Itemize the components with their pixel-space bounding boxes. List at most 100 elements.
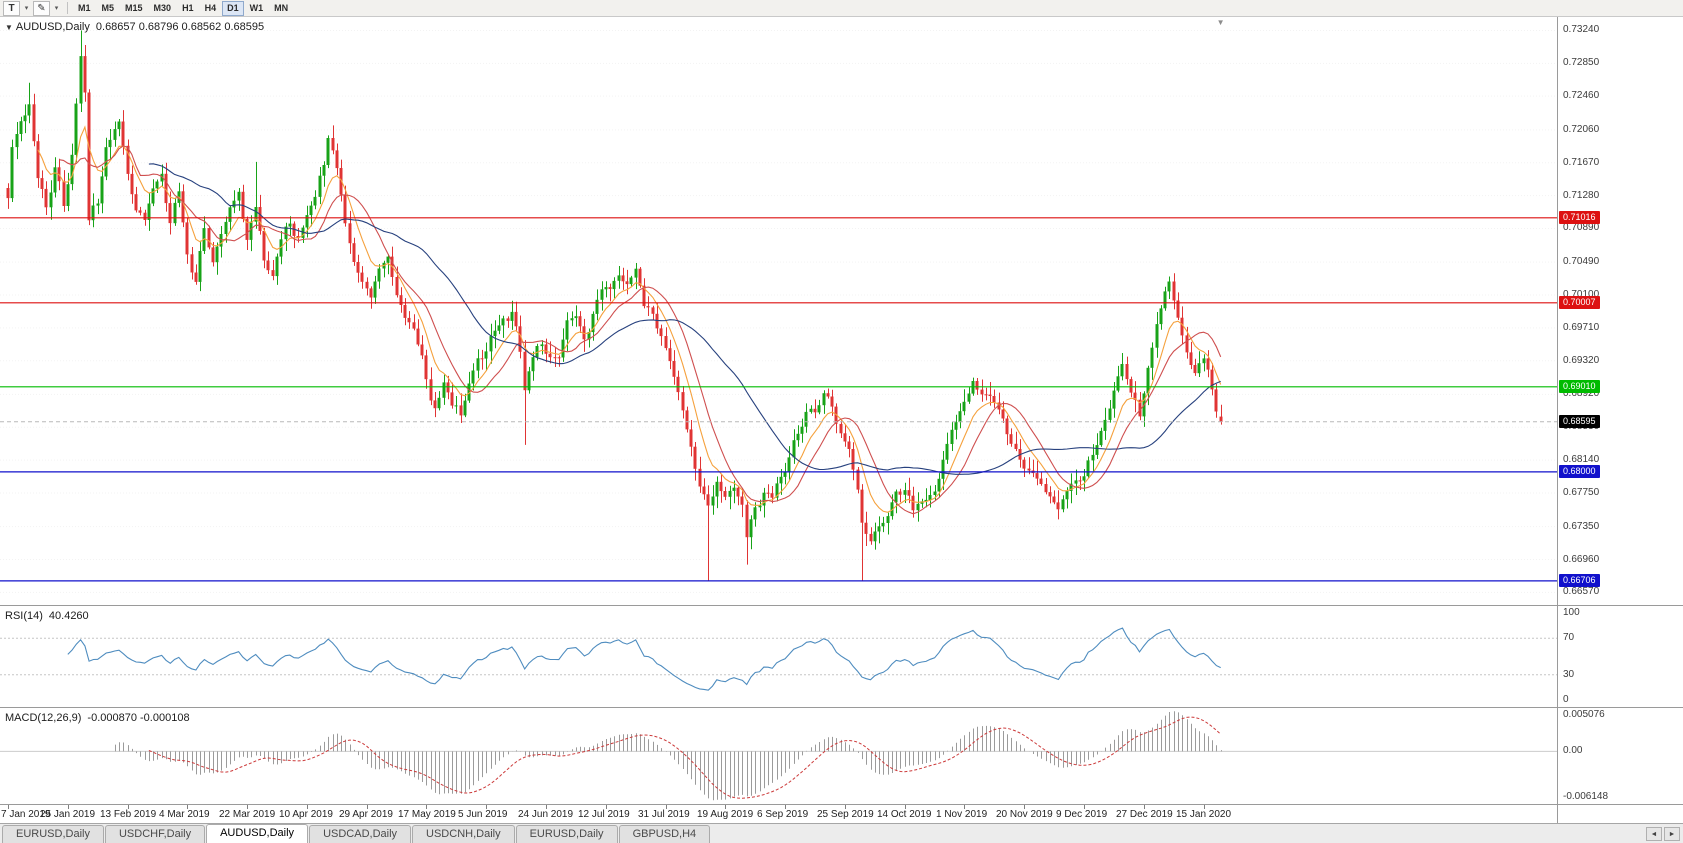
chevron-down-icon: ▾ <box>54 5 59 12</box>
chart-tab-0-eurusd-daily[interactable]: EURUSD,Daily <box>2 825 104 843</box>
chart-tab-2-audusd-daily[interactable]: AUDUSD,Daily <box>206 824 309 843</box>
date-tick <box>1024 805 1025 809</box>
date-tick <box>1144 805 1145 809</box>
rsi-axis[interactable]: 100 70 30 0 <box>1557 606 1683 708</box>
date-axis-label: 15 Jan 2020 <box>1176 809 1232 820</box>
date-axis-label: 10 Apr 2019 <box>279 809 333 820</box>
macd-axis[interactable]: 0.005076 0.00 -0.006148 <box>1557 708 1683 805</box>
current-price-badge: 0.68595 <box>1559 414 1600 428</box>
date-axis-label: 5 Jun 2019 <box>458 809 508 820</box>
drawing-tools-button[interactable]: ✎ <box>33 0 50 16</box>
date-axis-label: 19 Aug 2019 <box>697 809 754 820</box>
date-tick <box>187 805 188 809</box>
price-chart[interactable]: ▼ AUDUSD,Daily 0.68657 0.68796 0.68562 0.6… <box>0 17 1557 606</box>
symbol-timeframe-label: AUDUSD,Daily <box>15 21 90 33</box>
timeframe-button-w1[interactable]: W1 <box>249 3 264 13</box>
macd-axis-label: 0.005076 <box>1563 709 1605 720</box>
chart-tab-bar: EURUSD,Daily USDCHF,Daily AUDUSD,Daily USDC… <box>0 823 1683 843</box>
date-tick <box>606 805 607 809</box>
chart-tab-1-usdchf-daily[interactable]: USDCHF,Daily <box>104 825 206 843</box>
price-axis-label: 0.66960 <box>1563 553 1600 565</box>
chart-tab-3-usdcad-daily[interactable]: USDCAD,Daily <box>309 825 412 843</box>
chart-tab-4-usdcnh-daily[interactable]: USDCNH,Daily <box>412 825 515 843</box>
macd-canvas <box>0 711 1557 801</box>
price-axis-label: 0.67350 <box>1563 520 1600 532</box>
timeframe-button-group: M1 M5 M15 M30 H1 H4 D1 W1 MN <box>73 0 293 16</box>
ohlc-values: 0.68657 0.68796 0.68562 0.68595 <box>95 21 265 33</box>
date-axis-label: 29 Apr 2019 <box>339 809 393 820</box>
price-axis-label: 0.70490 <box>1563 256 1600 268</box>
chart-tab-6-gbpusd-h4[interactable]: GBPUSD,H4 <box>618 825 711 843</box>
date-axis-label: 6 Sep 2019 <box>757 809 809 820</box>
templates-dropdown-button[interactable]: ▾ <box>21 1 32 16</box>
rsi-axis-label: 0 <box>1563 694 1569 705</box>
date-tick <box>785 805 786 809</box>
price-axis-label: 0.73240 <box>1563 24 1600 36</box>
date-axis-label: 22 Mar 2019 <box>219 809 276 820</box>
timeframe-button-m30[interactable]: M30 <box>153 3 172 13</box>
date-tick <box>426 805 427 809</box>
timeframe-button-m1[interactable]: M1 <box>78 3 91 13</box>
rsi-axis-label: 70 <box>1563 632 1575 644</box>
timeframe-button-m5[interactable]: M5 <box>101 3 115 13</box>
rsi-label: RSI(14) <box>5 610 43 622</box>
date-tick <box>367 805 368 809</box>
template-icon: T <box>8 2 15 14</box>
pencil-icon: ✎ <box>37 2 46 14</box>
tab-scroll-right-button[interactable]: ► <box>1664 827 1680 841</box>
date-tick <box>845 805 846 809</box>
date-axis-label: 12 Jul 2019 <box>578 809 630 820</box>
timeframe-button-h1[interactable]: H1 <box>182 3 194 13</box>
timeframe-button-d1[interactable]: D1 <box>222 0 244 16</box>
chart-tab-5-eurusd-daily[interactable]: EURUSD,Daily <box>515 825 618 843</box>
timeframe-button-m15[interactable]: M15 <box>125 3 143 13</box>
date-axis-label: 9 Dec 2019 <box>1056 809 1108 820</box>
price-axis-label: 0.71280 <box>1563 189 1600 201</box>
rsi-value: 40.4260 <box>48 610 89 622</box>
macd-title: MACD(12,26,9) -0.000870 -0.000108 <box>5 712 190 724</box>
drawing-tools-dropdown-button[interactable]: ▾ <box>51 1 62 16</box>
macd-values: -0.000870 -0.000108 <box>87 712 190 724</box>
date-axis-label: 1 Nov 2019 <box>936 809 988 820</box>
date-axis-label: 31 Jul 2019 <box>638 809 690 820</box>
hline-price-badge: 0.68000 <box>1559 464 1600 478</box>
collapse-arrow-icon[interactable]: ▼ <box>5 23 13 32</box>
hline-price-badge: 0.66706 <box>1559 573 1600 587</box>
chart-title: ▼ AUDUSD,Daily 0.68657 0.68796 0.68562 0.6… <box>5 21 264 33</box>
price-axis-label: 0.70100 <box>1563 288 1600 300</box>
tab-scroll-left-button[interactable]: ◄ <box>1646 827 1662 841</box>
timeframe-button-h4[interactable]: H4 <box>204 3 217 13</box>
date-tick <box>1084 805 1085 809</box>
rsi-title: RSI(14) 40.4260 <box>5 610 89 622</box>
hline-price-badge: 0.69010 <box>1559 379 1600 393</box>
date-tick <box>964 805 965 809</box>
rsi-axis-label: 100 <box>1563 607 1580 618</box>
chart-tabs: EURUSD,Daily USDCHF,Daily AUDUSD,Daily USDC… <box>2 824 711 843</box>
date-axis-label: 25 Jan 2019 <box>40 809 96 820</box>
date-tick <box>725 805 726 809</box>
axis-corner <box>1557 805 1683 823</box>
macd-panel[interactable]: MACD(12,26,9) -0.000870 -0.000108 <box>0 708 1557 805</box>
rsi-panel[interactable]: RSI(14) 40.4260 <box>0 606 1557 708</box>
date-tick <box>68 805 69 809</box>
timeframe-button-mn[interactable]: MN <box>274 3 289 13</box>
date-axis-label: 14 Oct 2019 <box>877 809 932 820</box>
price-axis[interactable]: 0.73240 0.72850 0.72460 0.72060 0.71670 0.712… <box>1557 17 1683 606</box>
date-axis-label: 20 Nov 2019 <box>996 809 1053 820</box>
chart-shift-marker[interactable]: ▼ <box>1216 18 1225 27</box>
date-axis-label: 17 May 2019 <box>398 809 456 820</box>
arrow-left-icon: ◄ <box>1650 830 1658 838</box>
tab-scroll-controls: ◄ ► <box>1646 827 1683 843</box>
macd-axis-label: -0.006148 <box>1563 791 1609 802</box>
date-tick <box>247 805 248 809</box>
date-tick <box>486 805 487 809</box>
price-axis-label: 0.66570 <box>1563 586 1600 598</box>
date-tick <box>8 805 9 809</box>
rsi-axis-label: 30 <box>1563 668 1575 680</box>
hline-price-badge: 0.70007 <box>1559 295 1600 309</box>
date-axis[interactable]: 7 Jan 2019 25 Jan 2019 13 Feb 2019 4 Mar 20… <box>0 805 1557 823</box>
price-axis-label: 0.71670 <box>1563 156 1600 168</box>
templates-button[interactable]: T <box>3 0 20 16</box>
date-axis-label: 7 Jan 2019 <box>1 809 51 820</box>
